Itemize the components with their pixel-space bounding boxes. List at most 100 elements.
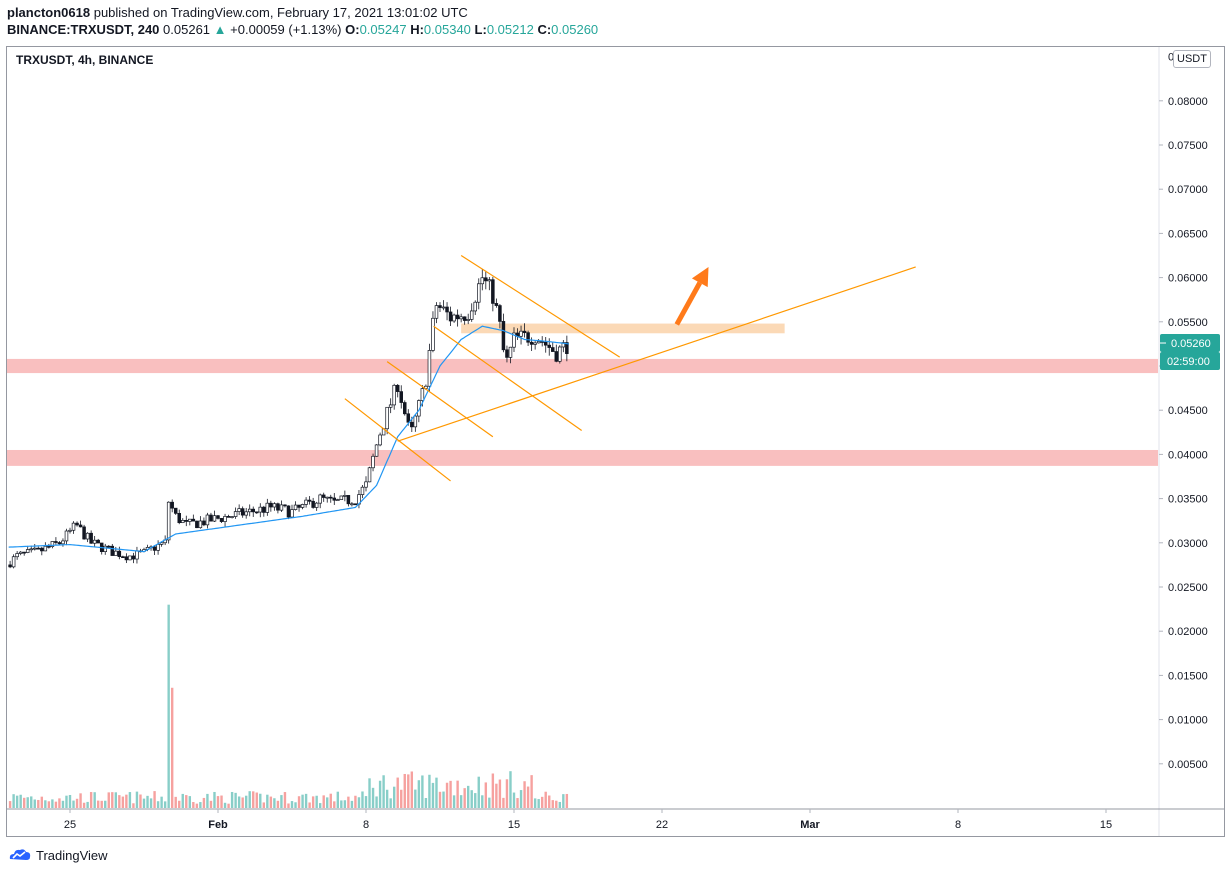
candle: [18, 551, 23, 556]
price-tick-label: 0.04500: [1168, 405, 1208, 417]
volume-bar: [259, 793, 262, 808]
volume-bar: [530, 775, 533, 808]
resistance-zone[interactable]: [461, 323, 785, 334]
volume-bar: [100, 800, 103, 808]
volume-bar: [361, 791, 364, 808]
candle: [64, 528, 69, 546]
candle: [339, 495, 344, 501]
volume-bar: [400, 789, 403, 808]
trendline[interactable]: [397, 266, 916, 442]
candle: [314, 501, 319, 511]
candle: [33, 543, 37, 551]
candle: [353, 503, 358, 506]
candle: [565, 335, 569, 362]
candle: [459, 313, 463, 323]
price-tick-label: 0.03000: [1168, 538, 1208, 550]
candle: [71, 521, 76, 534]
volume-bar: [223, 802, 227, 808]
candle: [269, 500, 273, 512]
trendline[interactable]: [344, 398, 451, 482]
candle: [205, 512, 210, 529]
candle: [68, 527, 72, 534]
candle: [501, 313, 506, 353]
currency-badge[interactable]: USDT: [1173, 50, 1211, 68]
volume-bar: [540, 796, 544, 808]
volume-bar: [329, 793, 332, 808]
volume-bar: [273, 798, 276, 808]
price-tick-label: 0.02500: [1168, 582, 1208, 594]
candle: [128, 555, 132, 561]
candle: [498, 303, 502, 329]
candle: [300, 503, 305, 510]
candle: [272, 502, 277, 511]
volume-bar: [311, 796, 315, 808]
candle: [110, 543, 115, 556]
publisher-name[interactable]: plancton0618: [7, 5, 91, 20]
candle: [107, 545, 111, 548]
change-up-icon: ▲: [213, 22, 227, 37]
volume-bar: [459, 795, 463, 808]
volume-bar: [86, 801, 89, 808]
price-tick-label: 0.04000: [1168, 449, 1208, 461]
volume-bar: [227, 803, 230, 808]
candle: [491, 276, 495, 312]
candle: [82, 524, 86, 540]
volume-bar: [512, 792, 516, 808]
support-zone-lower[interactable]: [7, 449, 1158, 466]
footer-brand[interactable]: TradingView: [8, 847, 108, 863]
candle: [173, 507, 178, 515]
support-zone-upper[interactable]: [7, 358, 1158, 374]
candle: [469, 303, 474, 322]
candle: [325, 496, 329, 503]
volume-bar: [354, 795, 357, 808]
volume-bar: [449, 780, 452, 808]
volume-bar: [241, 797, 244, 808]
candle: [533, 340, 537, 350]
trendline[interactable]: [386, 361, 494, 438]
volume-bar: [297, 796, 301, 808]
trendline[interactable]: [433, 325, 583, 432]
time-tick-label: 22: [656, 819, 668, 831]
volume-bar: [343, 800, 347, 808]
candle: [177, 509, 181, 525]
volume-bar: [565, 793, 569, 808]
volume-bar: [8, 801, 12, 808]
volume-bar: [428, 774, 431, 808]
candle: [230, 516, 234, 519]
candle: [388, 398, 393, 414]
candle: [374, 444, 379, 457]
candle: [262, 505, 266, 517]
candle: [265, 498, 270, 516]
volume-bar: [248, 791, 251, 808]
volume-bar: [350, 800, 354, 808]
candle: [452, 313, 456, 323]
candles-layer: [8, 269, 569, 569]
volume-bar: [237, 796, 241, 808]
volume-bar: [424, 798, 428, 808]
svg-text:02:59:00: 02:59:00: [1167, 356, 1210, 368]
candle: [487, 276, 492, 291]
volume-bar: [333, 801, 336, 808]
volume-bar: [435, 777, 438, 808]
candle: [89, 530, 93, 544]
volume-bar: [40, 796, 44, 808]
trendline[interactable]: [460, 254, 621, 358]
candle: [473, 300, 477, 315]
candle: [258, 503, 263, 518]
volume-bar: [389, 798, 392, 808]
ema-line: [8, 325, 570, 553]
close-label: C:: [537, 22, 552, 37]
price-tick-label: 0.08000: [1168, 96, 1208, 108]
candle: [255, 511, 259, 514]
volume-bar: [174, 796, 177, 808]
price-tick-label: 0.06000: [1168, 273, 1208, 285]
arrow-up-icon[interactable]: [674, 266, 709, 326]
volume-bar: [304, 793, 308, 808]
candle: [166, 501, 171, 544]
candle: [445, 302, 449, 321]
candle: [466, 313, 470, 325]
candle: [441, 300, 446, 311]
volume-bar: [262, 802, 266, 808]
volume-bar: [266, 794, 269, 808]
